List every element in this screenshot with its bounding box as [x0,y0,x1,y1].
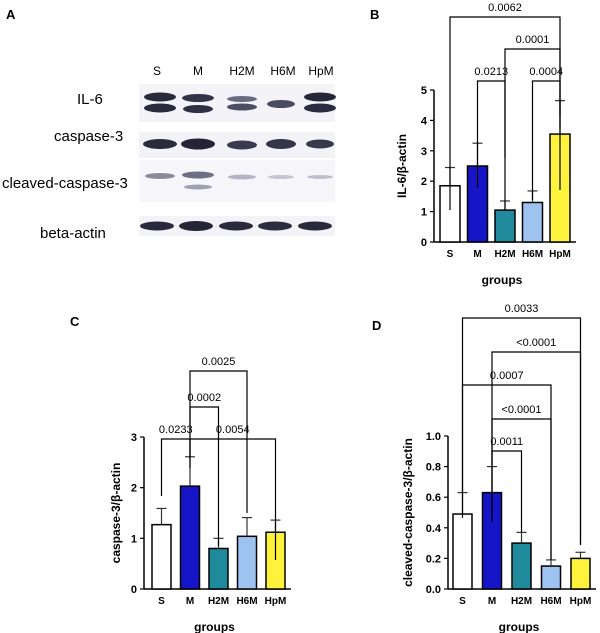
p-value-label-2: 0.0233 [159,424,193,436]
bar-h2m [208,547,229,590]
chart-d: 0.0 0.2 0.4 0.6 0.8 1.0 S M H2M H6M HpM groups cleav… [401,303,596,633]
x-tick-label-0: S [158,596,165,607]
p-value-label-3: 0.0004 [529,66,563,78]
bar-h2m [511,542,532,590]
chart-b: 0 1 2 3 4 5 S M H2M H6M HpM groups IL-6/β-actin 0.006… [395,2,576,287]
blot-row-label-beta-actin: beta-actin [40,225,106,242]
panel-letter-b: B [370,7,379,22]
x-tick-label-4: HpM [265,596,287,607]
panel-letter-c: C [70,314,80,329]
p-value-label-0: 0.0062 [488,2,522,14]
blot-row-label-caspase3: caspase-3 [54,128,123,145]
x-tick-label-2: H2M [494,249,515,260]
lane-label-h6m: H6M [270,64,295,78]
p-value-label-0: 0.0033 [505,303,539,315]
y-tick-label-0: 0 [131,584,137,596]
lane-label-s: S [153,64,161,78]
blot-image-il6 [139,84,336,122]
x-tick-label-4: HpM [549,249,571,260]
significance-bracket-1 [189,406,220,546]
x-tick-label-4: HpM [570,596,592,607]
bar-h6m [236,535,258,590]
x-tick-label-1: M [473,249,481,260]
y-tick-label-3: 0.6 [426,492,441,504]
y-tick-label-0: 0 [421,237,427,249]
y-tick-label-4: 4 [421,115,428,127]
p-value-label-3: <0.0001 [501,404,541,416]
bar-h6m [540,565,562,590]
y-tick-label-1: 1 [131,533,137,545]
significance-bracket-3 [189,438,277,560]
p-value-label-1: 0.0001 [516,34,550,46]
p-value-label-1: 0.0002 [187,392,221,404]
x-axis-title: groups [499,620,540,633]
y-tick-label-2: 2 [421,176,427,188]
bar-h2m [494,209,516,243]
bar-s [151,523,172,590]
x-tick-label-3: H6M [522,249,543,260]
blot-row-label-il6: IL-6 [77,91,103,108]
y-tick-label-2: 2 [131,483,137,495]
lane-label-m: M [193,64,203,78]
y-tick-label-3: 3 [131,432,137,444]
bar-h6m [521,201,544,243]
lane-label-hpm: HpM [308,64,333,78]
chart-c: 0 1 2 3 S M H2M H6M HpM groups caspase-3/β-actin 0.… [109,356,291,633]
x-tick-label-2: H2M [511,596,532,607]
y-tick-label-0: 0.0 [426,584,441,596]
p-value-label-0: 0.0025 [202,356,236,368]
y-tick-label-5: 1.0 [426,431,441,443]
y-tick-label-4: 0.8 [426,462,441,474]
y-tick-label-1: 1 [421,207,427,219]
x-tick-label-3: H6M [236,596,257,607]
p-value-label-2: 0.0213 [474,66,508,78]
significance-bracket-3 [491,418,552,560]
x-tick-label-1: M [186,596,194,607]
significance-bracket-4 [491,450,523,532]
x-tick-label-0: S [447,249,454,260]
bar-m [179,485,201,590]
x-tick-label-1: M [488,596,496,607]
blot-image-beta-actin [139,216,335,236]
p-value-label-1: <0.0001 [516,337,556,349]
y-axis-title: IL-6/β-actin [395,134,409,198]
bar-s [452,513,473,590]
blot-image-caspase3 [139,132,335,158]
blot-image-cleaved-caspase3 [139,160,335,202]
panel-a: A S M H2M H6M HpM IL-6 caspase-3 cleaved… [2,7,336,242]
x-axis-title: groups [194,620,235,633]
p-value-label-2: 0.0007 [490,370,524,382]
blot-row-label-cleaved-caspase3: cleaved-caspase-3 [2,175,128,192]
x-tick-label-3: H6M [540,596,561,607]
panel-letter-d: D [372,318,381,333]
x-tick-label-0: S [459,596,466,607]
bar-hpm [570,557,591,590]
y-axis-title: caspase-3/β-actin [109,463,123,564]
significance-bracket-3 [531,80,561,200]
y-tick-label-1: 0.2 [426,553,441,565]
significance-bracket-2 [476,80,506,188]
lane-label-h2m: H2M [229,64,254,78]
panel-letter-a: A [6,7,16,22]
p-value-label-3: 0.0054 [216,424,250,436]
y-tick-label-3: 3 [421,146,427,158]
y-axis-title: cleaved-caspase-3/β-actin [401,438,415,587]
p-value-label-4: 0.0011 [490,436,523,448]
y-tick-label-2: 0.4 [426,523,442,535]
x-axis-title: groups [482,273,523,287]
significance-bracket-0 [189,370,248,513]
x-tick-label-2: H2M [208,596,229,607]
y-tick-label-5: 5 [421,85,427,97]
